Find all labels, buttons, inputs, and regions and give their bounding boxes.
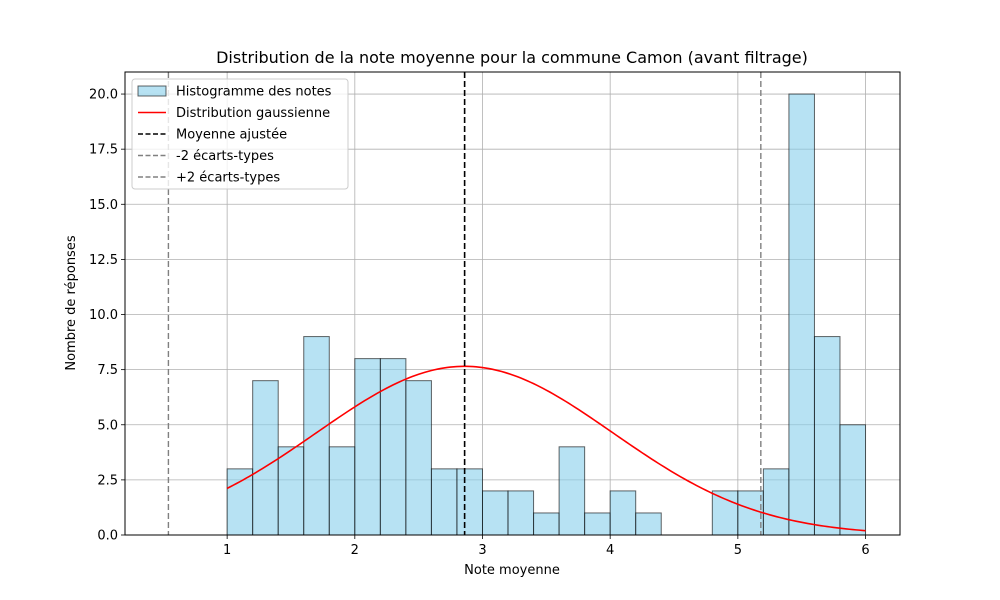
histogram-bar (558, 446, 586, 536)
histogram-bar (405, 380, 432, 536)
y-tick-label: 15.0 (89, 198, 118, 213)
histogram-bar (226, 468, 254, 536)
legend-label: -2 écarts-types (176, 149, 274, 164)
histogram-bar (354, 358, 381, 536)
y-tick-label: 7.5 (97, 363, 118, 378)
histogram-bar (813, 336, 841, 536)
x-tick-label: 2 (351, 543, 359, 558)
histogram-bar (430, 468, 458, 536)
histogram-bar (252, 380, 279, 536)
histogram-bar (609, 490, 637, 536)
histogram-bar (839, 424, 867, 536)
legend-box (131, 78, 349, 190)
chart-title: Distribution de la note moyenne pour la … (216, 48, 808, 67)
histogram-bar (303, 336, 330, 536)
histogram-bar (328, 446, 356, 536)
histogram-bar (711, 490, 739, 536)
x-tick-label: 3 (478, 543, 486, 558)
x-tick-label: 4 (606, 543, 614, 558)
histogram-bar (456, 468, 483, 536)
x-tick-label: 1 (223, 543, 231, 558)
legend-label: Moyenne ajustée (176, 128, 287, 143)
histogram-bar (277, 446, 305, 536)
y-tick-label: 10.0 (89, 308, 118, 323)
y-tick-label: 2.5 (97, 473, 118, 488)
gaussian-curve-layer (226, 365, 866, 532)
legend-swatch (137, 85, 167, 97)
histogram-bar (788, 93, 815, 536)
y-tick-label: 0.0 (97, 529, 118, 544)
legend: Histogramme des notes Distribution gaussi… (131, 78, 349, 190)
histogram-bar (481, 490, 509, 536)
y-axis-label: Nombre de réponses (64, 235, 79, 370)
gaussian-curve (226, 365, 866, 532)
y-tick-label: 12.5 (89, 253, 118, 268)
x-tick-label: 6 (861, 543, 869, 558)
x-axis-label: Note moyenne (464, 563, 560, 578)
legend-label: Histogramme des notes (176, 85, 332, 100)
histogram-bar (533, 512, 560, 536)
y-tick-label: 20.0 (89, 88, 118, 103)
axes-frame (124, 71, 901, 536)
legend-label: Distribution gaussienne (176, 106, 330, 121)
y-tick-label: 17.5 (89, 143, 118, 158)
histogram-bar (737, 490, 764, 536)
legend-label: +2 écarts-types (176, 171, 280, 186)
histogram-bar (762, 468, 790, 536)
axis-ticks: 1 2 3 4 5 6 0.0 2.5 5.0 7.5 10.0 12.5 15.0 17.5 20.0 (89, 88, 870, 558)
histogram-bar (507, 490, 535, 536)
y-tick-label: 5.0 (97, 418, 118, 433)
x-tick-label: 5 (734, 543, 742, 558)
histogram-bars (226, 93, 867, 536)
histogram-bar (584, 512, 611, 536)
histogram-bar (635, 512, 662, 536)
